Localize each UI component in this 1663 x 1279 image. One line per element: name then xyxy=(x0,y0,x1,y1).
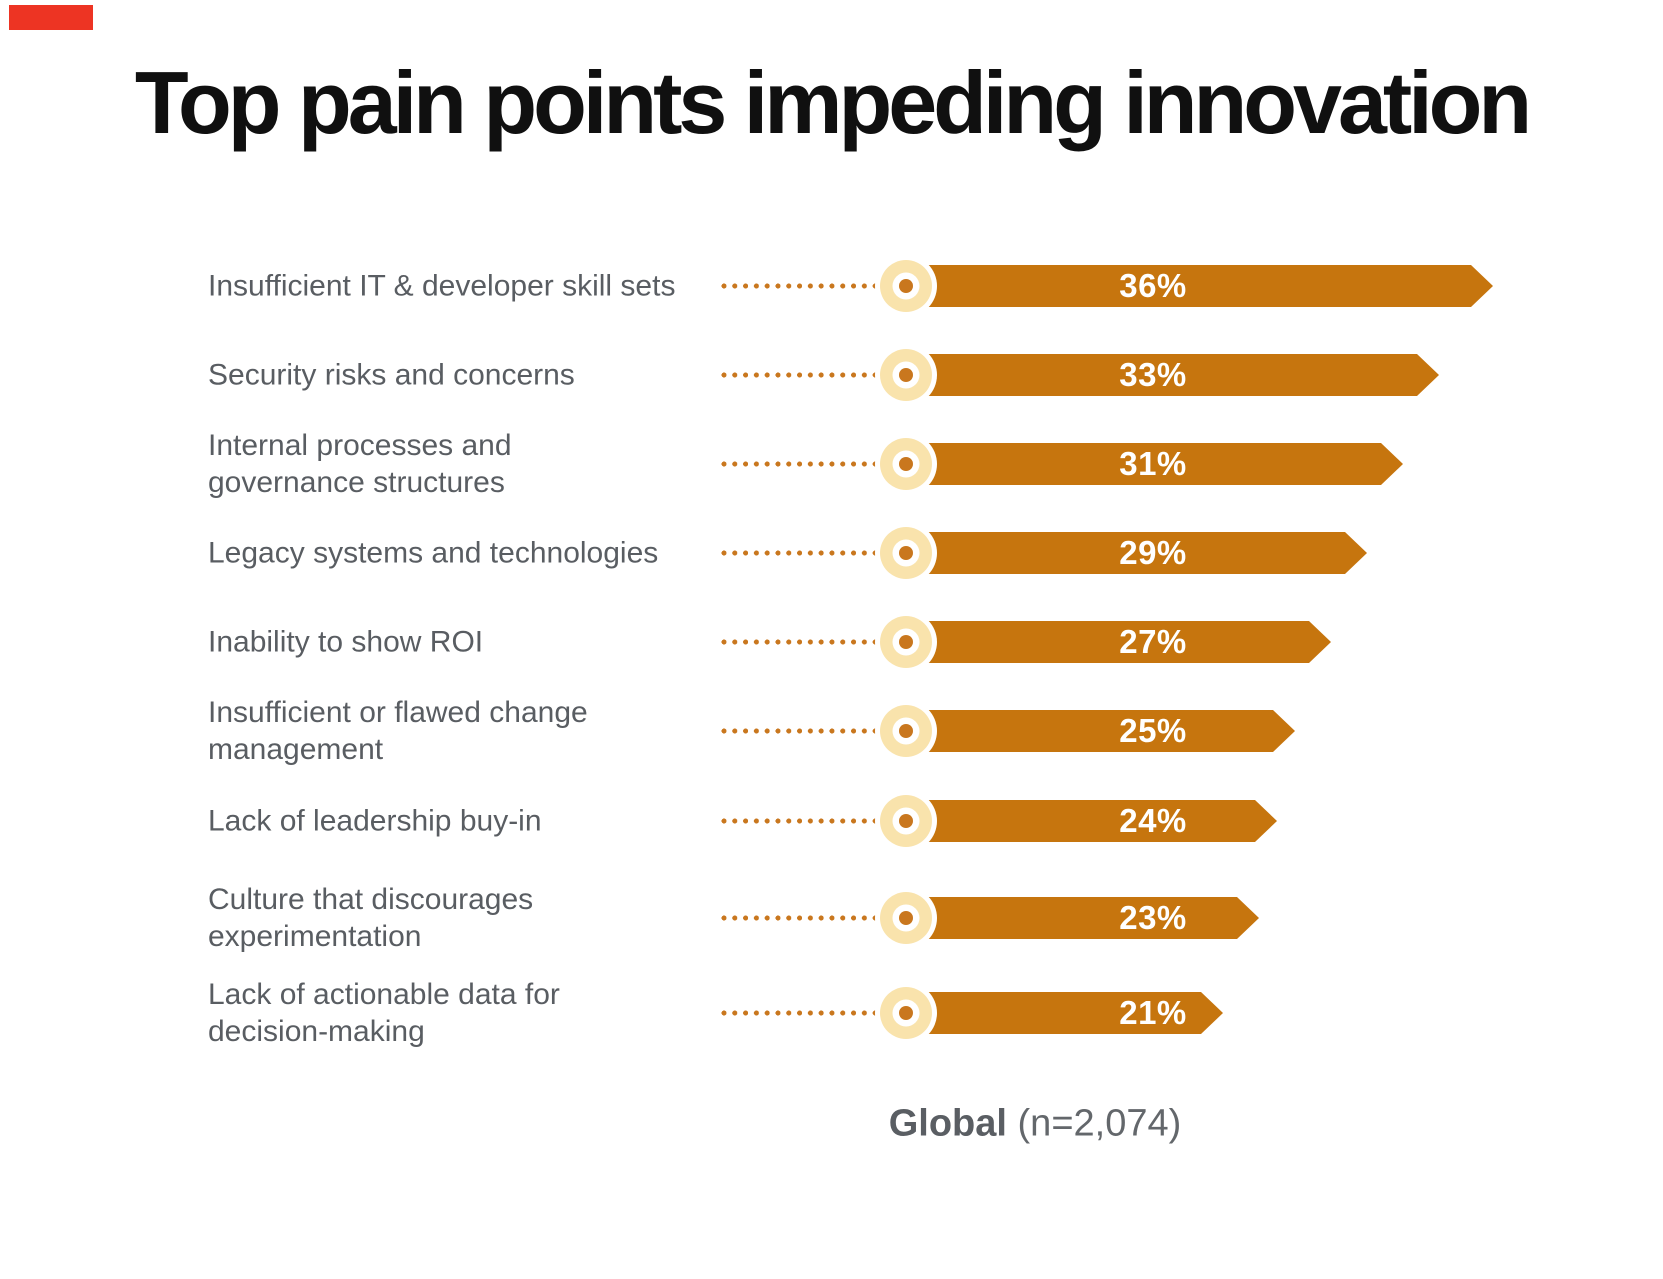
category-label: Lack of leadership buy-in xyxy=(208,804,542,838)
dotted-leader-line xyxy=(721,915,879,921)
value-bar xyxy=(890,800,1277,842)
bullet-dot xyxy=(899,279,913,293)
value-label: 21% xyxy=(1119,994,1187,1031)
bullet-marker-icon xyxy=(880,438,932,490)
value-label: 29% xyxy=(1119,534,1187,571)
dotted-leader-line xyxy=(721,639,879,645)
value-label: 36% xyxy=(1119,267,1187,304)
bullet-marker-icon xyxy=(880,795,932,847)
sample-note-bold: Global xyxy=(888,1102,1007,1145)
dotted-leader-line xyxy=(721,550,879,556)
category-label: Insufficient or flawed change management xyxy=(208,696,588,766)
category-label: Culture that discourages experimentation xyxy=(208,883,534,953)
category-label: Legacy systems and technologies xyxy=(208,536,659,570)
dotted-leader-line xyxy=(721,283,879,289)
corner-red-marker xyxy=(9,5,93,30)
bullet-marker-icon xyxy=(880,349,932,401)
bullet-marker-icon xyxy=(880,892,932,944)
category-label: Security risks and concerns xyxy=(208,358,575,392)
value-label: 27% xyxy=(1119,623,1187,660)
bullet-marker-icon xyxy=(880,616,932,668)
value-bar xyxy=(890,265,1493,307)
value-bar xyxy=(890,992,1223,1034)
dotted-leader-line xyxy=(721,728,879,734)
value-label: 25% xyxy=(1119,712,1187,749)
category-label: Lack of actionable data for decision-mak… xyxy=(208,978,560,1048)
category-label: Insufficient IT & developer skill sets xyxy=(208,269,676,303)
chart-title: Top pain points impeding innovation xyxy=(134,53,1532,152)
sample-note: Global (n=2,074) xyxy=(889,1103,1182,1146)
bullet-dot xyxy=(899,814,913,828)
bullet-dot xyxy=(899,724,913,738)
dotted-leader-line xyxy=(721,1010,879,1016)
bullet-dot xyxy=(899,457,913,471)
value-bar xyxy=(890,443,1403,485)
bullet-dot xyxy=(899,546,913,560)
value-bar xyxy=(890,710,1295,752)
value-label: 31% xyxy=(1119,445,1187,482)
value-label: 33% xyxy=(1119,356,1187,393)
value-bar xyxy=(890,354,1439,396)
bullet-dot xyxy=(899,635,913,649)
sample-note-rest: (n=2,074) xyxy=(1006,1102,1182,1145)
bullet-marker-icon xyxy=(880,260,932,312)
bullet-marker-icon xyxy=(880,987,932,1039)
bullet-marker-icon xyxy=(880,705,932,757)
dotted-leader-line xyxy=(721,461,879,467)
value-bar xyxy=(890,621,1331,663)
value-bar xyxy=(890,897,1259,939)
category-label: Inability to show ROI xyxy=(208,625,484,659)
category-label: Internal processes and governance struct… xyxy=(208,429,512,499)
bullet-dot xyxy=(899,911,913,925)
value-bar xyxy=(890,532,1367,574)
value-label: 23% xyxy=(1119,899,1187,936)
value-label: 24% xyxy=(1119,802,1187,839)
bullet-marker-icon xyxy=(880,527,932,579)
bullet-dot xyxy=(899,368,913,382)
dotted-leader-line xyxy=(721,818,879,824)
bullet-dot xyxy=(899,1006,913,1020)
dotted-leader-line xyxy=(721,372,879,378)
